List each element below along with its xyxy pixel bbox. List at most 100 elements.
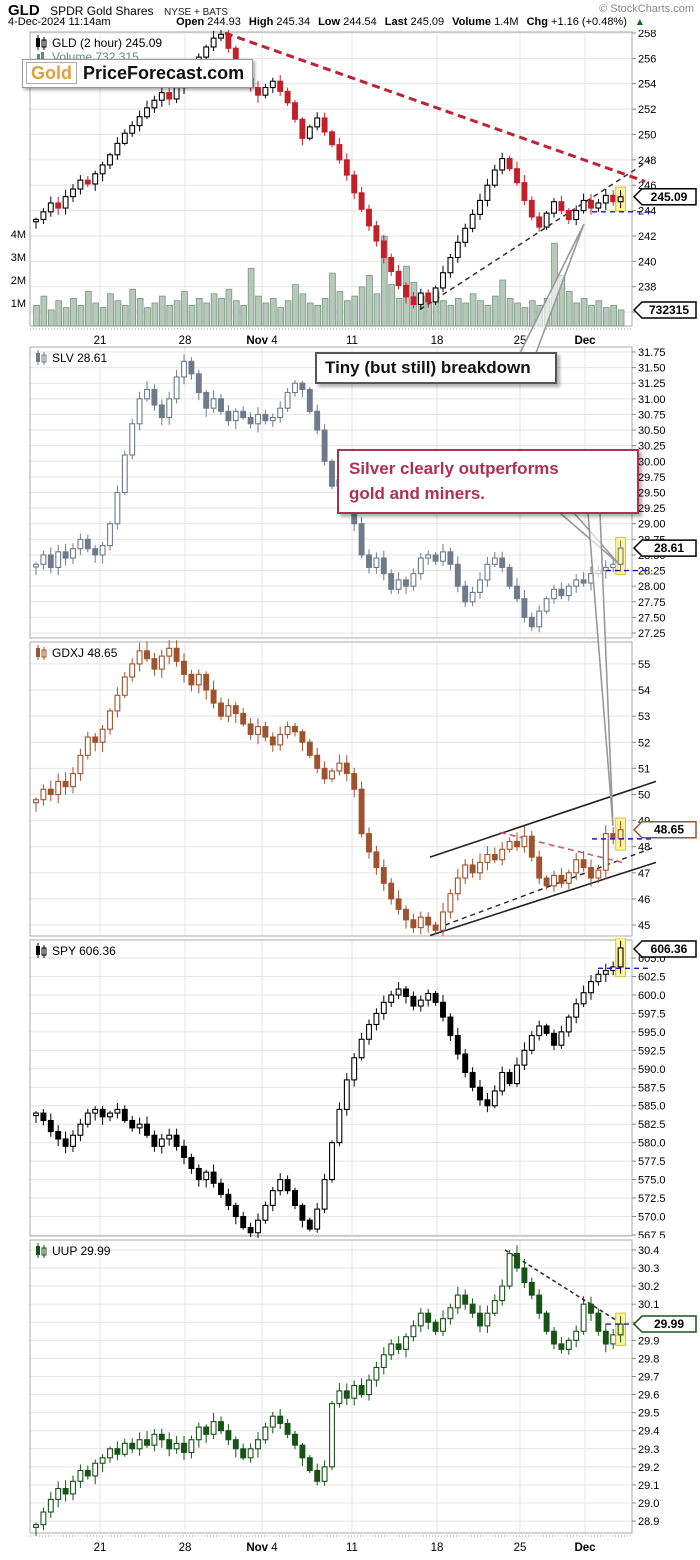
svg-text:570.0: 570.0 <box>638 1212 666 1224</box>
uup-y-axis: 28.9 29.0 29.1 29.2 29.3 29.4 29.5 29.6 29.7 29.8… <box>632 1245 659 1528</box>
quote-last: 245.09 <box>410 16 445 28</box>
svg-text:29.5: 29.5 <box>638 1408 659 1420</box>
svg-text:21: 21 <box>94 1542 107 1554</box>
svg-text:254: 254 <box>638 79 656 91</box>
svg-text:30.2: 30.2 <box>638 1281 659 1293</box>
ticker-symbol: GLD <box>8 2 40 19</box>
svg-text:252: 252 <box>638 104 656 116</box>
svg-text:29.8: 29.8 <box>638 1353 659 1365</box>
svg-text:27.50: 27.50 <box>638 612 666 624</box>
svg-text:29.1: 29.1 <box>638 1480 659 1492</box>
svg-text:580.0: 580.0 <box>638 1138 666 1150</box>
svg-text:1M: 1M <box>11 298 26 310</box>
svg-text:29.75: 29.75 <box>638 472 666 484</box>
svg-text:567.5: 567.5 <box>638 1230 666 1238</box>
svg-text:29.00: 29.00 <box>638 519 666 531</box>
quote-low: 244.54 <box>343 16 377 28</box>
svg-text:256: 256 <box>638 53 656 65</box>
svg-text:Dec: Dec <box>574 1542 596 1554</box>
svg-text:47: 47 <box>638 868 650 880</box>
svg-text:54: 54 <box>638 685 650 697</box>
spy-grid <box>30 940 632 1236</box>
svg-text:30.3: 30.3 <box>638 1263 659 1275</box>
svg-text:27.25: 27.25 <box>638 628 666 640</box>
quote-change: +1.16 (+0.48%) <box>551 16 627 28</box>
svg-text:597.5: 597.5 <box>638 1008 666 1020</box>
uup-candles <box>33 1245 627 1536</box>
svg-text:50: 50 <box>638 789 650 801</box>
svg-text:245.09: 245.09 <box>651 190 688 204</box>
svg-text:27.75: 27.75 <box>638 597 666 609</box>
svg-text:29.99: 29.99 <box>654 1317 684 1331</box>
svg-text:Dec: Dec <box>574 335 596 345</box>
svg-text:28.9: 28.9 <box>638 1516 659 1528</box>
quote-values: Open 244.93 High 245.34 Low 244.54 Last 245… <box>176 16 645 28</box>
svg-text:590.0: 590.0 <box>638 1064 666 1076</box>
uup-legend-label: UUP 29.99 <box>52 1244 111 1258</box>
uup-date-axis: 21 28 Nov 4 11 18 25 Dec <box>94 1542 597 1554</box>
chart-header: GLD SPDR Gold Shares NYSE + BATS © Stock… <box>0 0 700 30</box>
svg-text:55: 55 <box>638 659 650 671</box>
ticker-exchange: NYSE + BATS <box>163 7 228 18</box>
gdxj-trendlines <box>429 780 657 937</box>
svg-text:29.0: 29.0 <box>638 1498 659 1510</box>
svg-text:3M: 3M <box>11 252 26 264</box>
svg-text:18: 18 <box>431 1542 444 1554</box>
svg-text:575.0: 575.0 <box>638 1175 666 1187</box>
svg-text:29.7: 29.7 <box>638 1371 659 1383</box>
gdxj-candles <box>33 640 627 936</box>
slv-candles <box>33 354 627 633</box>
svg-text:2M: 2M <box>11 275 26 287</box>
svg-text:Nov 4: Nov 4 <box>246 1542 278 1554</box>
svg-text:242: 242 <box>638 231 656 243</box>
svg-text:31.25: 31.25 <box>638 378 666 390</box>
logo-priceforecast-word: PriceForecast.com <box>83 63 245 83</box>
svg-text:240: 240 <box>638 256 656 268</box>
spy-chart: 567.5 570.0 572.5 575.0 577.5 580.0 582.5 585.0… <box>0 938 700 1238</box>
svg-text:28.00: 28.00 <box>638 581 666 593</box>
svg-text:595.0: 595.0 <box>638 1027 666 1039</box>
brand-logo: Gold PriceForecast.com <box>22 59 254 88</box>
quote-volume: 1.4M <box>494 16 519 28</box>
annotation-silver-line1: Silver clearly outperforms <box>349 459 559 478</box>
svg-text:28: 28 <box>179 335 192 345</box>
gld-volume-tag: 732315 <box>632 301 697 319</box>
annotation-breakdown: Tiny (but still) breakdown <box>315 352 557 384</box>
svg-text:51: 51 <box>638 763 650 775</box>
svg-text:582.5: 582.5 <box>638 1119 666 1131</box>
svg-text:602.5: 602.5 <box>638 971 666 983</box>
svg-text:11: 11 <box>346 335 358 345</box>
svg-text:52: 52 <box>638 737 650 749</box>
header-title: GLD SPDR Gold Shares NYSE + BATS <box>8 2 228 20</box>
svg-text:732315: 732315 <box>649 303 689 317</box>
uup-trendlines <box>504 1249 626 1327</box>
svg-text:25: 25 <box>514 335 527 345</box>
svg-text:258: 258 <box>638 30 656 40</box>
svg-text:28: 28 <box>179 1542 192 1554</box>
svg-text:31.00: 31.00 <box>638 394 666 406</box>
svg-text:4M: 4M <box>11 229 26 241</box>
svg-text:572.5: 572.5 <box>638 1193 666 1205</box>
gdxj-y-axis: 4546474849505152535455 <box>632 659 650 932</box>
svg-text:29.2: 29.2 <box>638 1462 659 1474</box>
spy-price-tag: 606.36 <box>632 940 697 958</box>
uup-chart: 28.9 29.0 29.1 29.2 29.3 29.4 29.5 29.6 29.7 29.8… <box>0 1238 700 1560</box>
svg-text:48.65: 48.65 <box>654 823 684 837</box>
svg-text:592.5: 592.5 <box>638 1045 666 1057</box>
spy-legend-label: SPY 606.36 <box>52 944 116 958</box>
gdxj-grid <box>30 642 632 936</box>
svg-text:29.50: 29.50 <box>638 488 666 500</box>
gld-legend-label: GLD (2 hour) 245.09 <box>52 36 162 50</box>
svg-text:11: 11 <box>346 1542 358 1554</box>
ticker-name: SPDR Gold Shares <box>50 4 154 18</box>
uup-legend: UUP 29.99 <box>36 1243 111 1258</box>
svg-text:238: 238 <box>638 282 656 294</box>
logo-gold-word: Gold <box>26 62 77 84</box>
svg-text:Nov 4: Nov 4 <box>246 335 278 345</box>
svg-text:46: 46 <box>638 894 650 906</box>
chart-panels: 2362382402422442462482502522542562581M2M… <box>0 30 700 1560</box>
up-arrow-icon: ▲ <box>634 17 645 28</box>
svg-text:31.50: 31.50 <box>638 363 666 375</box>
spy-y-axis: 567.5 570.0 572.5 575.0 577.5 580.0 582.5 585.0… <box>632 953 666 1238</box>
svg-text:30.50: 30.50 <box>638 425 666 437</box>
